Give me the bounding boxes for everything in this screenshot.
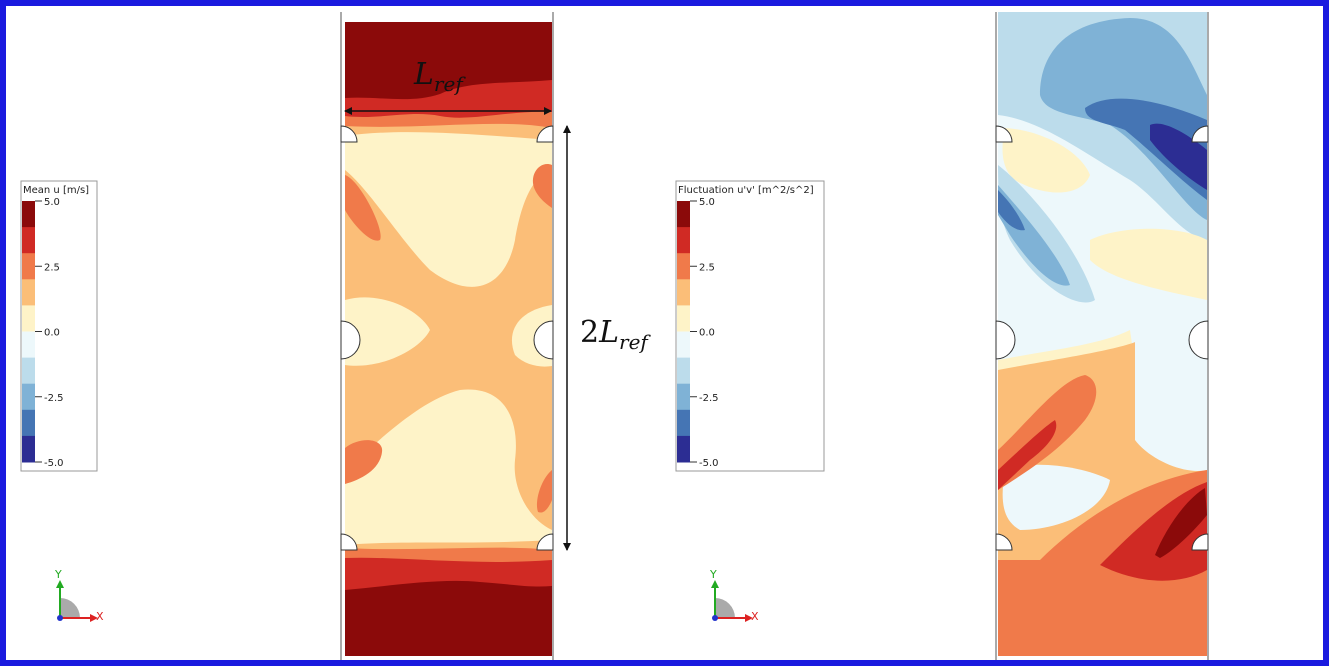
axis-x-label: X — [751, 610, 759, 623]
height-label: 2Lref — [580, 315, 651, 354]
colorbar-swatches — [22, 201, 35, 463]
colorbar-swatch — [677, 279, 690, 306]
colorbar-ticks: 5.0 2.5 0.0 -2.5 -5.0 — [690, 197, 719, 469]
width-dimension-arrow: Lref — [344, 57, 552, 115]
colorbar-swatch — [677, 331, 690, 359]
mean-u-field — [340, 12, 554, 660]
colorbar-swatch — [677, 253, 690, 280]
colorbar-tick-label: -5.0 — [699, 458, 719, 469]
colorbar-tick-label: 0.0 — [44, 328, 60, 339]
colorbar-tick-label: 2.5 — [44, 262, 60, 273]
colorbar-tick-label: 5.0 — [699, 197, 715, 208]
colorbar-tick-label: -2.5 — [44, 393, 64, 404]
colorbar-swatch — [22, 435, 35, 463]
height-dimension-arrow: 2Lref — [563, 125, 651, 551]
mean-u-colorbar: Mean u [m/s] 5.0 2.5 0.0 -2.5 -5.0 — [20, 180, 98, 472]
axis-y-label: Y — [54, 568, 62, 581]
colorbar-tick-label: 2.5 — [699, 262, 715, 273]
width-label: Lref — [413, 57, 466, 96]
axes-triad-left: Y X — [54, 568, 104, 623]
colorbar-swatch — [677, 357, 690, 385]
fluctuation-colorbar: Fluctuation u'v' [m^2/s^2] 5.0 2.5 0.0 -2.5… — [675, 180, 825, 472]
colorbar-tick-label: 0.0 — [699, 328, 715, 339]
colorbar-title: Mean u [m/s] — [23, 185, 89, 196]
colorbar-swatch — [22, 305, 35, 332]
colorbar-swatch — [22, 227, 35, 254]
axis-y-label: Y — [709, 568, 717, 581]
colorbar-tick-label: -2.5 — [699, 393, 719, 404]
colorbar-title: Fluctuation u'v' [m^2/s^2] — [678, 185, 814, 196]
colorbar-swatches — [677, 201, 690, 463]
colorbar-swatch — [677, 435, 690, 463]
colorbar-tick-label: 5.0 — [44, 197, 60, 208]
fluctuation-uv-field — [995, 12, 1209, 660]
colorbar-swatch — [22, 253, 35, 280]
colorbar-swatch — [22, 201, 35, 228]
colorbar-swatch — [22, 357, 35, 385]
colorbar-swatch — [22, 279, 35, 306]
colorbar-tick-label: -5.0 — [44, 458, 64, 469]
colorbar-swatch — [677, 305, 690, 332]
colorbar-swatch — [677, 409, 690, 437]
colorbar-swatch — [677, 201, 690, 228]
colorbar-swatch — [677, 383, 690, 411]
axis-x-label: X — [96, 610, 104, 623]
colorbar-swatch — [677, 227, 690, 254]
colorbar-swatch — [22, 331, 35, 359]
colorbar-ticks: 5.0 2.5 0.0 -2.5 -5.0 — [35, 197, 64, 469]
colorbar-swatch — [22, 409, 35, 437]
axes-triad-right: Y X — [709, 568, 759, 623]
colorbar-swatch — [22, 383, 35, 411]
